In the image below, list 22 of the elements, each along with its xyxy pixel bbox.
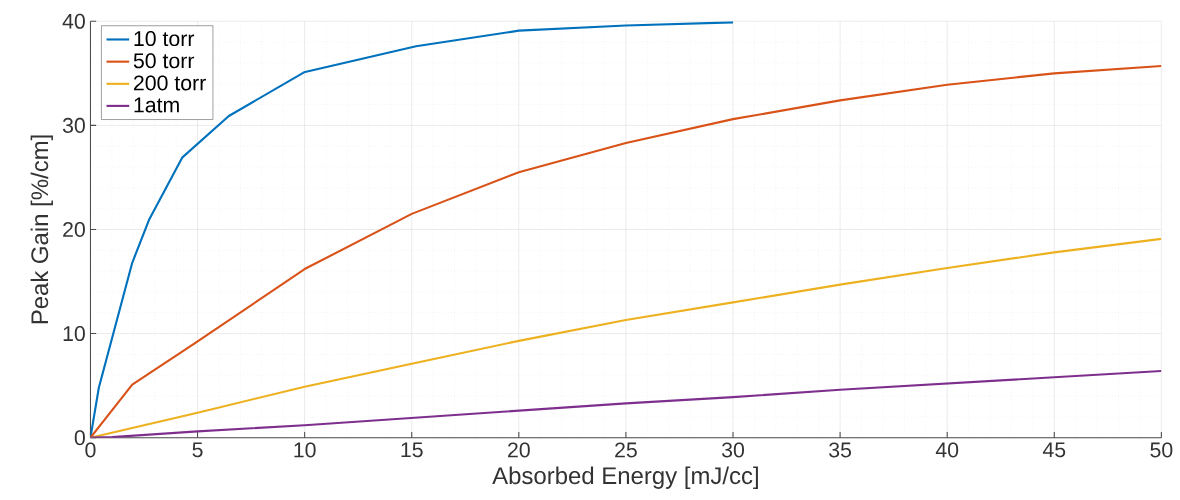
x-tick-label: 0: [85, 442, 96, 458]
x-tick-label: 20: [508, 442, 530, 458]
legend-label: 200 torr: [133, 75, 206, 91]
x-tick-label: 5: [192, 442, 203, 458]
x-tick-label: 45: [1042, 442, 1066, 458]
y-tick-label: 40: [62, 13, 85, 29]
x-tick-label: 10: [294, 442, 316, 458]
y-tick-label: 10: [63, 325, 85, 342]
x-tick-label: 35: [829, 442, 852, 458]
legend-label: 1atm: [134, 97, 179, 113]
x-tick-label: 40: [935, 442, 959, 458]
legend-label: 10 torr: [134, 30, 195, 47]
legend-label: 50 torr: [133, 53, 195, 69]
y-tick-label: 20: [63, 221, 85, 237]
x-axis-title: Absorbed Energy [mJ/cc]: [492, 466, 758, 489]
x-tick-label: 30: [721, 442, 744, 458]
y-tick-label: 0: [74, 430, 85, 446]
x-tick-label: 25: [615, 442, 637, 458]
x-tick-label: 50: [1150, 442, 1173, 458]
y-axis-title: Peak Gain [%/cm]: [30, 135, 53, 324]
y-tick-label: 30: [62, 117, 85, 133]
x-tick-label: 15: [401, 442, 423, 458]
